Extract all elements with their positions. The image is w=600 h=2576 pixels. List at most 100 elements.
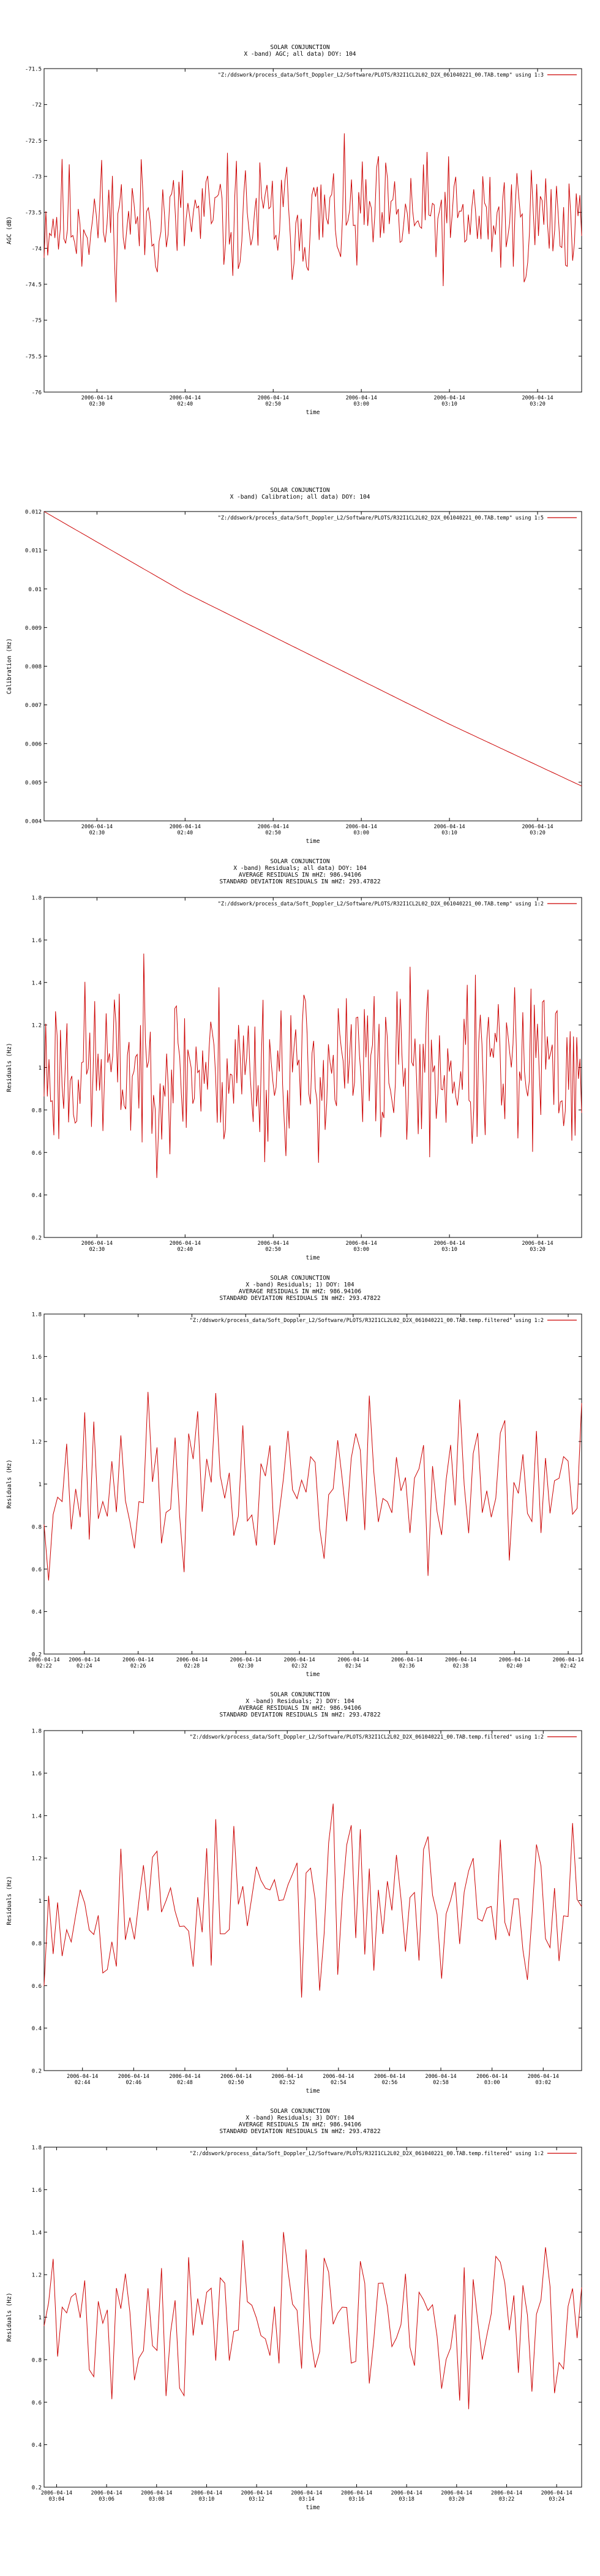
- y-tick-label: -74: [32, 246, 42, 252]
- x-tick-time: 03:12: [249, 2496, 264, 2502]
- x-tick-date: 2006-04-14: [258, 395, 289, 401]
- x-tick-time: 03:20: [530, 1247, 546, 1253]
- y-tick-label: 1.4: [32, 980, 42, 986]
- x-tick-time: 02:38: [453, 1663, 469, 1669]
- chart-title-line: X -band) Residuals; all data) DOY: 104: [233, 865, 367, 872]
- x-tick-time: 02:40: [506, 1663, 522, 1669]
- y-tick-label: 1: [39, 1482, 42, 1488]
- x-tick-date: 2006-04-14: [434, 395, 465, 401]
- chart-title-line: SOLAR CONJUNCTION: [270, 1691, 330, 1698]
- y-tick-label: 1.2: [32, 1856, 42, 1862]
- x-tick-time: 02:40: [177, 401, 193, 407]
- x-tick-date: 2006-04-14: [118, 2074, 149, 2080]
- y-tick-label: 0.4: [32, 1193, 42, 1199]
- x-tick-date: 2006-04-14: [230, 1657, 261, 1663]
- plot-frame: [43, 897, 582, 1238]
- x-tick-time: 02:30: [238, 1663, 253, 1669]
- chart-title-line: AVERAGE RESIDUALS IN mHZ: 986.94106: [239, 872, 361, 878]
- series-line: [43, 511, 582, 787]
- x-tick-time: 02:24: [77, 1663, 92, 1669]
- y-tick-label: 1.6: [32, 1354, 42, 1361]
- x-axis-label: time: [306, 2504, 320, 2511]
- y-axis-label: Calibration (Hz): [6, 638, 13, 695]
- y-tick-label: 0.011: [25, 548, 42, 554]
- y-tick-label: 0.2: [32, 2069, 42, 2075]
- chart-title-line: SOLAR CONJUNCTION: [270, 2108, 330, 2115]
- legend-entry: "Z:/ddswork/process_data/Soft_Doppler_L2…: [190, 2151, 544, 2157]
- x-tick-date: 2006-04-14: [81, 824, 113, 830]
- y-tick-label: 1: [39, 2315, 42, 2321]
- y-tick-label: 1.4: [32, 1397, 42, 1403]
- series-line: [43, 2232, 582, 2409]
- x-tick-time: 03:20: [530, 401, 546, 407]
- x-tick-time: 03:14: [299, 2496, 315, 2502]
- x-tick-date: 2006-04-14: [391, 2490, 422, 2496]
- y-tick-label: 1.8: [32, 2145, 42, 2151]
- x-tick-date: 2006-04-14: [476, 2074, 508, 2080]
- x-tick-date: 2006-04-14: [434, 824, 465, 830]
- x-tick-time: 02:56: [382, 2080, 398, 2086]
- y-tick-label: 0.6: [32, 1150, 42, 1157]
- y-tick-label: 0.6: [32, 2400, 42, 2406]
- series-line: [43, 133, 582, 303]
- y-tick-label: 0.6: [32, 1984, 42, 1990]
- x-tick-date: 2006-04-14: [337, 1657, 369, 1663]
- legend-entry: "Z:/ddswork/process_data/Soft_Doppler_L2…: [190, 1734, 544, 1740]
- x-tick-time: 03:00: [353, 401, 369, 407]
- x-tick-time: 02:30: [89, 830, 105, 836]
- x-tick-time: 03:10: [441, 1247, 457, 1253]
- x-tick-time: 03:10: [441, 401, 457, 407]
- x-tick-date: 2006-04-14: [258, 1241, 289, 1247]
- x-tick-time: 03:00: [353, 830, 369, 836]
- x-tick-time: 02:44: [75, 2080, 91, 2086]
- x-tick-date: 2006-04-14: [445, 1657, 476, 1663]
- y-tick-label: 1.8: [32, 1312, 42, 1318]
- y-tick-label: 0.8: [32, 1524, 42, 1530]
- x-tick-time: 03:18: [399, 2496, 414, 2502]
- plot-frame: [43, 68, 582, 393]
- x-tick-date: 2006-04-14: [28, 1657, 59, 1663]
- x-tick-date: 2006-04-14: [272, 2074, 303, 2080]
- x-tick-date: 2006-04-14: [528, 2074, 559, 2080]
- y-tick-label: -73.5: [25, 210, 42, 216]
- y-tick-label: 0.6: [32, 1567, 42, 1573]
- chart-title-line: X -band) Residuals; 3) DOY: 104: [246, 2115, 354, 2121]
- y-axis-label: Residuals (Hz): [6, 1459, 13, 1508]
- x-tick-date: 2006-04-14: [176, 1657, 208, 1663]
- x-tick-date: 2006-04-14: [283, 1657, 315, 1663]
- x-tick-date: 2006-04-14: [41, 2490, 72, 2496]
- x-tick-time: 03:24: [549, 2496, 564, 2502]
- legend-entry: "Z:/ddswork/process_data/Soft_Doppler_L2…: [218, 901, 544, 907]
- x-tick-date: 2006-04-14: [170, 824, 201, 830]
- legend-entry: "Z:/ddswork/process_data/Soft_Doppler_L2…: [218, 515, 544, 521]
- x-tick-date: 2006-04-14: [346, 395, 377, 401]
- x-tick-time: 03:10: [199, 2496, 215, 2502]
- y-tick-label: 0.012: [25, 510, 42, 516]
- y-tick-label: 1.4: [32, 2230, 42, 2236]
- x-tick-time: 02:40: [177, 1247, 193, 1253]
- chart-title-line: SOLAR CONJUNCTION: [270, 858, 330, 865]
- y-tick-label: 1.8: [32, 1729, 42, 1735]
- x-tick-date: 2006-04-14: [346, 824, 377, 830]
- x-tick-time: 03:02: [535, 2080, 551, 2086]
- y-tick-label: 0.8: [32, 2357, 42, 2363]
- series-line: [43, 1392, 582, 1581]
- x-tick-date: 2006-04-14: [91, 2490, 122, 2496]
- y-axis-label: AGC (dB): [6, 216, 13, 244]
- x-axis-label: time: [306, 838, 320, 845]
- x-tick-time: 03:10: [441, 830, 457, 836]
- y-tick-label: 0.8: [32, 1941, 42, 1947]
- x-tick-time: 02:26: [130, 1663, 146, 1669]
- y-tick-label: 1.4: [32, 1813, 42, 1819]
- series-line: [43, 953, 582, 1178]
- x-tick-date: 2006-04-14: [499, 1657, 530, 1663]
- x-tick-time: 02:52: [279, 2080, 295, 2086]
- y-tick-label: -72: [32, 102, 42, 108]
- y-tick-label: 0.2: [32, 1652, 42, 1658]
- x-tick-time: 02:40: [177, 830, 193, 836]
- y-tick-label: -72.5: [25, 138, 42, 145]
